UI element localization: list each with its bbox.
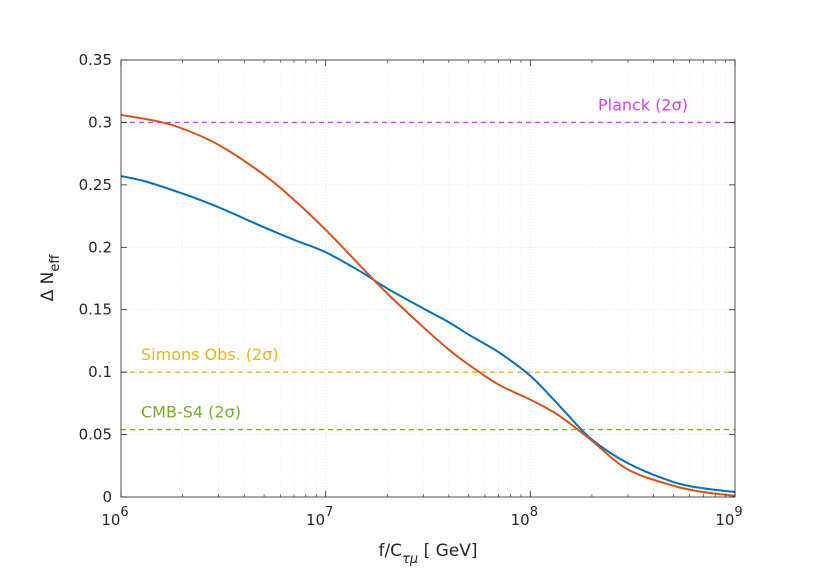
- reference-lines: [121, 121, 735, 431]
- x-axis-label-unit: [ GeV]: [418, 541, 477, 561]
- x-tick-label: 106: [101, 505, 128, 529]
- reference-line-label: Planck (2σ): [598, 95, 688, 114]
- series-line: [120, 113, 736, 497]
- y-tick-label: 0.2: [88, 238, 112, 256]
- reference-line-label: Simons Obs. (2σ): [141, 345, 279, 364]
- x-tick-label: 108: [511, 505, 538, 529]
- x-axis-label: f/Cτμ [ GeV]: [378, 541, 477, 567]
- y-axis-label-base: Δ N: [38, 272, 58, 302]
- reference-line-label: CMB-S4 (2σ): [141, 403, 241, 422]
- x-tick-label-base: 10: [511, 511, 530, 529]
- series-line: [120, 175, 736, 494]
- y-tick-label: 0.35: [79, 51, 112, 69]
- x-tick-label-exponent: 6: [120, 505, 128, 520]
- x-tick-label-base: 10: [715, 511, 734, 529]
- x-tick-label-base: 10: [101, 511, 120, 529]
- ticks: [120, 59, 736, 498]
- y-tick-label: 0.05: [79, 426, 112, 444]
- x-tick-label-exponent: 7: [325, 505, 333, 520]
- series-group: [120, 113, 736, 497]
- plot-area-background: [121, 60, 735, 497]
- reference-labels: Planck (2σ) Simons Obs. (2σ) CMB-S4 (2σ): [141, 95, 688, 421]
- y-tick-label: 0.15: [79, 301, 112, 319]
- x-axis-label-base: f/C: [378, 541, 402, 561]
- y-tick-label: 0.3: [88, 113, 112, 131]
- x-tick-label-base: 10: [306, 511, 325, 529]
- x-tick-label-exponent: 9: [734, 505, 742, 520]
- y-axis-label: Δ Neff: [38, 254, 63, 302]
- x-tick-label: 109: [715, 505, 742, 529]
- x-axis-label-subscript: τμ: [402, 552, 418, 567]
- x-tick-label-exponent: 8: [530, 505, 538, 520]
- x-tick-label: 107: [306, 505, 333, 529]
- plot-frame: [120, 59, 736, 498]
- y-tick-label: 0.1: [88, 363, 112, 381]
- y-axis-label-subscript: eff: [48, 254, 63, 272]
- y-tick-label: 0.25: [79, 176, 112, 194]
- y-tick-label: 0: [102, 488, 112, 506]
